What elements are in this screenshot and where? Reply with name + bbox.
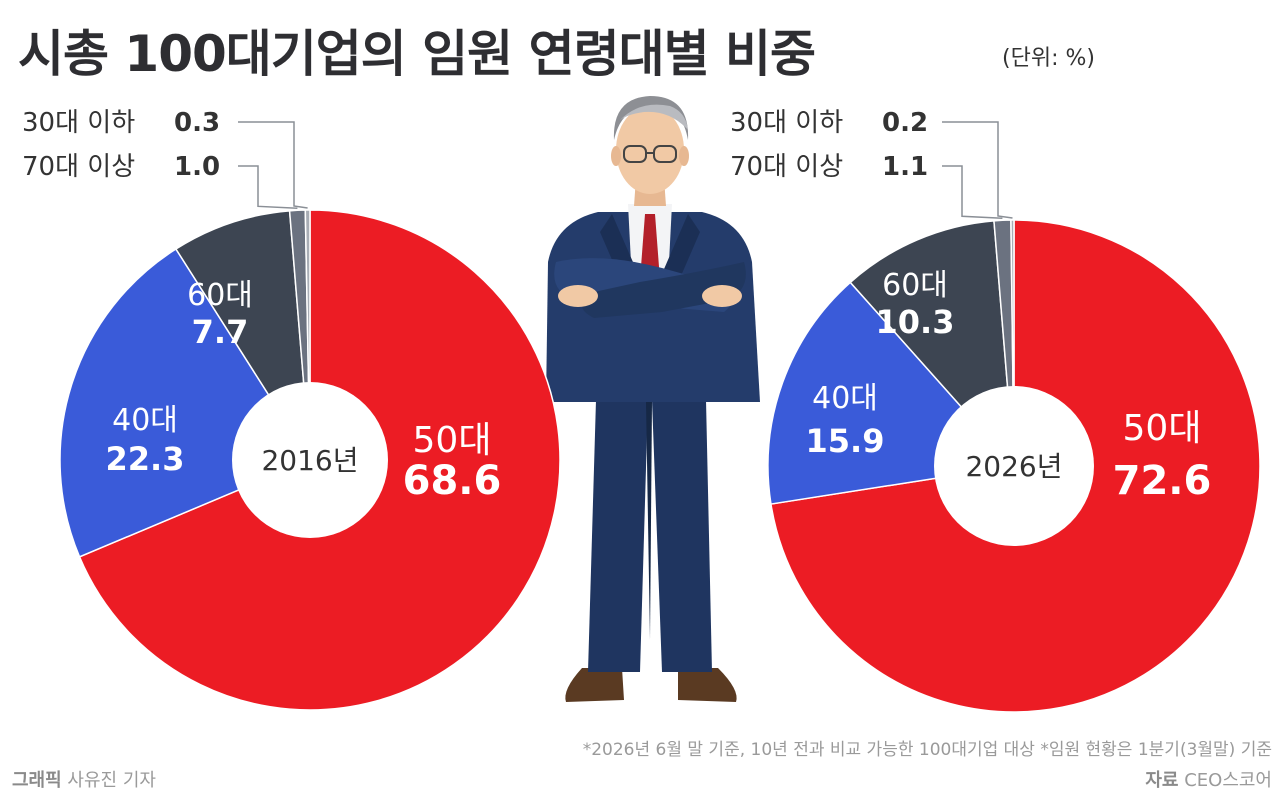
leader-line-70-plus-2016 — [238, 165, 298, 210]
slice-value-50s-2016: 68.6 — [403, 458, 502, 504]
slice-value-50s-2026: 72.6 — [1113, 458, 1212, 504]
businessman-illustration — [546, 96, 760, 702]
slice-category-60s-2026: 60대 — [882, 268, 948, 303]
center-label-2026: 2026년 — [965, 450, 1062, 483]
slice-value-70-plus-2016: 1.0 — [174, 152, 220, 182]
chart-title: 시총 100대기업의 임원 연령대별 비중 — [18, 25, 816, 83]
footnote: *2026년 6월 말 기준, 10년 전과 비교 가능한 100대기업 대상 … — [582, 740, 1272, 760]
leader-line-30-under-2016 — [238, 121, 308, 209]
slice-category-30-under-2016: 30대 이하 — [22, 108, 135, 138]
leader-line-30-under-2026 — [942, 121, 1013, 219]
slice-value-30-under-2026: 0.2 — [882, 108, 928, 138]
source-label: 자료 — [1145, 770, 1179, 791]
credit-name: 사유진 기자 — [67, 770, 156, 791]
slice-value-60s-2026: 10.3 — [876, 303, 955, 341]
slice-value-40s-2026: 15.9 — [806, 422, 885, 460]
credit-label: 그래픽 — [12, 770, 62, 791]
graphic-credit: 그래픽 사유진 기자 — [12, 766, 156, 792]
center-label-2016: 2016년 — [261, 444, 358, 477]
slice-category-70-plus-2016: 70대 이상 — [22, 152, 135, 182]
slice-category-70-plus-2026: 70대 이상 — [730, 152, 843, 182]
slice-value-70-plus-2026: 1.1 — [882, 152, 928, 182]
slice-value-60s-2016: 7.7 — [192, 313, 249, 351]
slice-value-40s-2016: 22.3 — [106, 440, 185, 478]
slice-category-40s-2016: 40대 — [112, 403, 178, 438]
slice-category-30-under-2026: 30대 이하 — [730, 108, 843, 138]
slice-category-40s-2026: 40대 — [812, 381, 878, 416]
source-name: CEO스코어 — [1184, 770, 1272, 791]
leader-line-70-plus-2026 — [942, 165, 1003, 220]
unit-label: (단위: %) — [1002, 46, 1095, 71]
data-source: 자료 CEO스코어 — [1145, 766, 1272, 792]
slice-category-50s-2016: 50대 — [413, 420, 492, 461]
slice-value-30-under-2016: 0.3 — [174, 108, 220, 138]
donut-hole-2016 — [232, 382, 388, 538]
slice-category-50s-2026: 50대 — [1123, 408, 1202, 449]
donut-hole-2026 — [934, 386, 1094, 546]
slice-category-60s-2016: 60대 — [187, 278, 253, 313]
